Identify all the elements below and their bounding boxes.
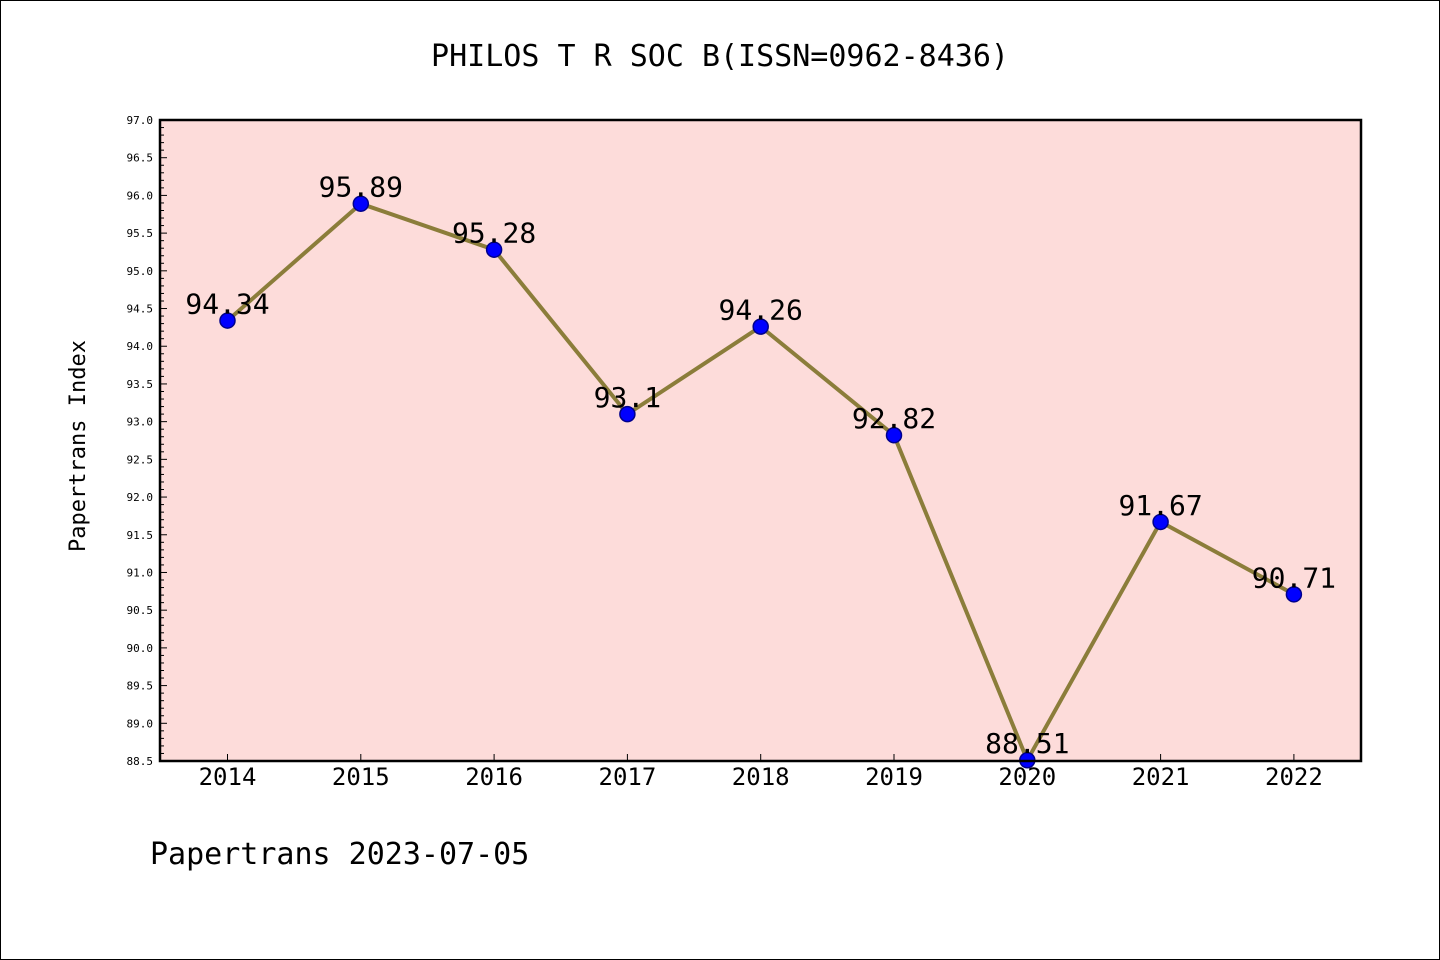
y-tick-label: 93.5 bbox=[127, 378, 154, 391]
plot-area bbox=[160, 120, 1361, 761]
y-tick-label: 88.5 bbox=[127, 755, 154, 768]
y-tick-label: 92.0 bbox=[127, 491, 154, 504]
data-label: 94.26 bbox=[719, 294, 803, 327]
data-label: 88.51 bbox=[985, 727, 1069, 760]
y-tick-label: 92.5 bbox=[127, 453, 154, 466]
x-tick-label: 2014 bbox=[199, 763, 257, 791]
y-tick-label: 96.5 bbox=[127, 152, 154, 165]
y-tick-label: 89.5 bbox=[127, 680, 154, 693]
data-label: 93.1 bbox=[594, 381, 661, 414]
y-tick-label: 90.5 bbox=[127, 604, 154, 617]
footer-date: Papertrans 2023-07-05 bbox=[150, 837, 529, 872]
data-label: 95.28 bbox=[452, 217, 536, 250]
data-point bbox=[485, 241, 503, 258]
y-tick-label: 90.0 bbox=[127, 642, 154, 655]
y-tick-label: 93.0 bbox=[127, 416, 154, 429]
data-point bbox=[619, 405, 636, 423]
y-axis: 88.5 89.0 89.5 90.0 90.5 91.0 91.5 92.0 92.5 93.0… bbox=[127, 114, 167, 768]
plot-border bbox=[158, 118, 1363, 763]
x-tick-label: 2022 bbox=[1265, 763, 1323, 791]
y-tick-label: 94.0 bbox=[127, 340, 154, 353]
y-tick-label: 89.0 bbox=[127, 717, 154, 730]
chart-title: PHILOS T R SOC B(ISSN=0962-8436) bbox=[431, 39, 1009, 74]
y-tick-label: 95.5 bbox=[127, 227, 154, 240]
data-point bbox=[219, 312, 236, 329]
x-tick-label: 2018 bbox=[732, 763, 790, 791]
data-label: 92.82 bbox=[852, 402, 936, 435]
y-tick-label: 91.0 bbox=[127, 566, 154, 579]
x-axis: 2014 2015 2016 2017 2018 2019 2020 2021 2022 bbox=[199, 754, 1323, 791]
data-point bbox=[352, 195, 370, 212]
y-tick-label: 96.0 bbox=[127, 189, 154, 202]
y-tick-label: 95.0 bbox=[127, 265, 154, 278]
x-tick-label: 2021 bbox=[1132, 763, 1190, 791]
y-tick-label: 97.0 bbox=[127, 114, 154, 127]
data-label: 95.89 bbox=[319, 171, 403, 204]
data-labels: 94.34 95.89 95.28 93.1 94.26 92.82 88.51 91.67 9… bbox=[185, 171, 1336, 761]
x-tick-label: 2016 bbox=[465, 763, 523, 791]
y-axis-label: Papertrans Index bbox=[66, 340, 91, 552]
x-tick-label: 2019 bbox=[865, 763, 923, 791]
data-point bbox=[1152, 513, 1169, 531]
data-label: 94.34 bbox=[185, 288, 269, 321]
data-label: 91.67 bbox=[1118, 489, 1202, 522]
x-tick-label: 2015 bbox=[332, 763, 390, 791]
data-label: 90.71 bbox=[1252, 561, 1336, 594]
data-point bbox=[885, 426, 903, 444]
data-point bbox=[1285, 586, 1303, 603]
y-tick-label: 91.5 bbox=[127, 529, 154, 542]
data-point bbox=[752, 318, 769, 335]
y-tick-label: 94.5 bbox=[127, 303, 154, 316]
x-tick-label: 2017 bbox=[599, 763, 657, 791]
